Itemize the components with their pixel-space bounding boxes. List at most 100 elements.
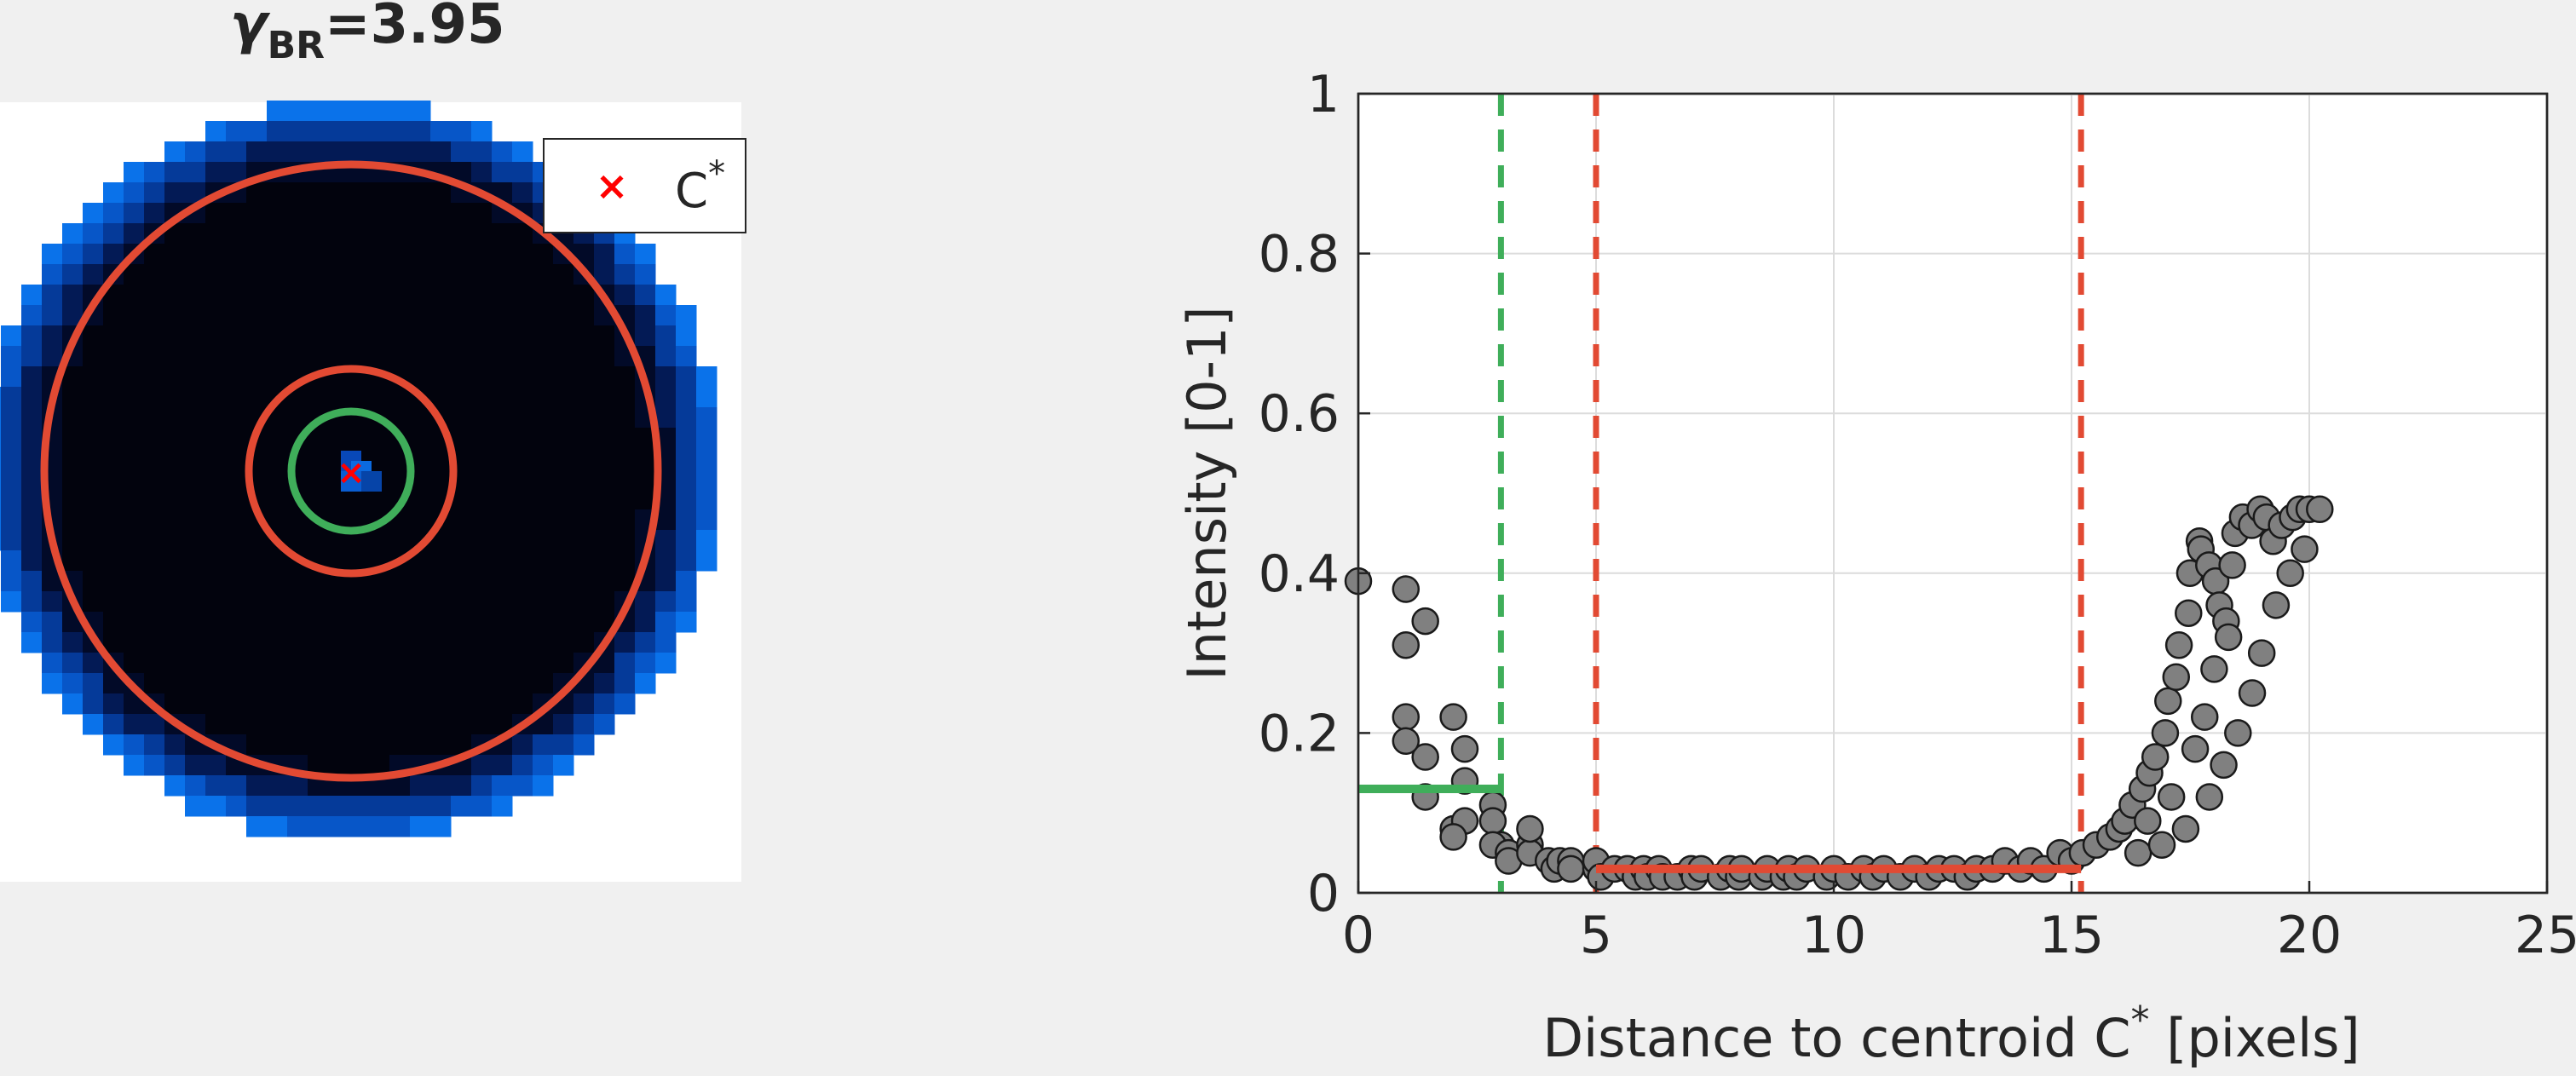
image-pixel — [655, 530, 677, 551]
image-pixel — [267, 428, 288, 449]
image-pixel — [1, 325, 22, 347]
inner-red-ring — [245, 365, 458, 578]
data-point — [2175, 599, 2203, 627]
image-pixel — [124, 571, 145, 592]
image-pixel — [471, 755, 493, 776]
image-pixel — [594, 673, 615, 694]
image-pixel — [430, 223, 452, 245]
image-pixel — [349, 693, 370, 715]
image-pixel — [553, 448, 574, 469]
image-pixel — [594, 325, 615, 347]
image-pixel — [185, 796, 206, 817]
image-pixel — [389, 141, 411, 163]
data-point — [1450, 734, 1479, 763]
image-pixel — [42, 632, 63, 653]
image-pixel — [553, 591, 574, 613]
image-pixel — [492, 755, 513, 776]
image-pixel — [594, 346, 615, 367]
image-pixel — [124, 509, 145, 531]
image-pixel — [573, 530, 595, 551]
image-pixel — [226, 162, 247, 183]
image-pixel — [635, 448, 656, 469]
left-panel-title: γBR=3.95 — [230, 0, 505, 67]
image-pixel — [573, 387, 595, 408]
image-pixel — [471, 571, 493, 592]
image-pixel — [287, 305, 308, 326]
image-pixel — [471, 550, 493, 572]
image-pixel — [246, 387, 268, 408]
image-pixel — [287, 673, 308, 694]
image-pixel — [144, 612, 165, 633]
image-pixel — [533, 285, 554, 306]
image-pixel — [430, 571, 452, 592]
image-pixel — [410, 101, 431, 122]
image-pixel — [533, 407, 554, 429]
image-pixel — [42, 673, 63, 694]
image-pixel — [573, 550, 595, 572]
image-pixel — [410, 571, 431, 592]
image-pixel — [553, 346, 574, 367]
image-pixel — [185, 162, 206, 183]
image-pixel — [308, 530, 329, 551]
image-pixel — [164, 550, 186, 572]
image-pixel — [451, 714, 472, 735]
image-pixel — [696, 387, 717, 408]
image-pixel — [349, 428, 370, 449]
image-pixel — [410, 714, 431, 735]
image-pixel — [451, 285, 472, 306]
image-pixel — [287, 325, 308, 347]
image-pixel — [471, 796, 493, 817]
image-pixel — [62, 489, 84, 510]
image-pixel — [287, 693, 308, 715]
image-pixel — [471, 346, 493, 367]
image-pixel — [492, 387, 513, 408]
image-pixel — [287, 203, 308, 224]
image-pixel — [267, 693, 288, 715]
image-pixel — [451, 305, 472, 326]
image-pixel — [389, 285, 411, 306]
image-pixel — [676, 550, 697, 572]
image-pixel — [0, 428, 2, 449]
image-pixel — [144, 591, 165, 613]
image-pixel — [533, 469, 554, 490]
image-pixel — [492, 244, 513, 265]
image-pixel — [369, 489, 390, 510]
image-pixel — [226, 653, 247, 674]
image-pixel — [451, 407, 472, 429]
image-pixel — [349, 121, 370, 142]
image-pixel — [492, 162, 513, 183]
image-pixel — [676, 612, 697, 633]
image-pixel — [512, 469, 533, 490]
image-pixel — [205, 509, 227, 531]
image-pixel — [308, 734, 329, 756]
data-point — [2218, 551, 2246, 579]
image-pixel — [226, 591, 247, 613]
image-pixel — [533, 673, 554, 694]
image-pixel — [1, 469, 22, 490]
image-pixel — [205, 325, 227, 347]
image-pixel — [226, 571, 247, 592]
image-pixel — [1, 387, 22, 408]
image-pixel — [267, 141, 288, 163]
image-pixel — [0, 469, 2, 490]
image-pixel — [1, 571, 22, 592]
image-pixel — [471, 428, 493, 449]
image-pixel — [676, 591, 697, 613]
image-pixel — [308, 469, 329, 490]
legend-frame — [543, 138, 746, 233]
image-pixel — [410, 366, 431, 388]
image-pixel — [83, 509, 104, 531]
image-pixel — [267, 796, 288, 817]
y-tick-label: 0.6 — [1259, 384, 1340, 444]
data-point — [2157, 783, 2186, 811]
image-pixel — [369, 530, 390, 551]
image-pixel — [124, 530, 145, 551]
image-pixel — [533, 775, 554, 797]
image-pixel — [246, 734, 268, 756]
image-pixel — [308, 223, 329, 245]
image-pixel — [103, 469, 124, 490]
image-pixel — [573, 714, 595, 735]
image-pixel — [430, 346, 452, 367]
data-point — [2147, 831, 2176, 859]
image-pixel — [42, 653, 63, 674]
